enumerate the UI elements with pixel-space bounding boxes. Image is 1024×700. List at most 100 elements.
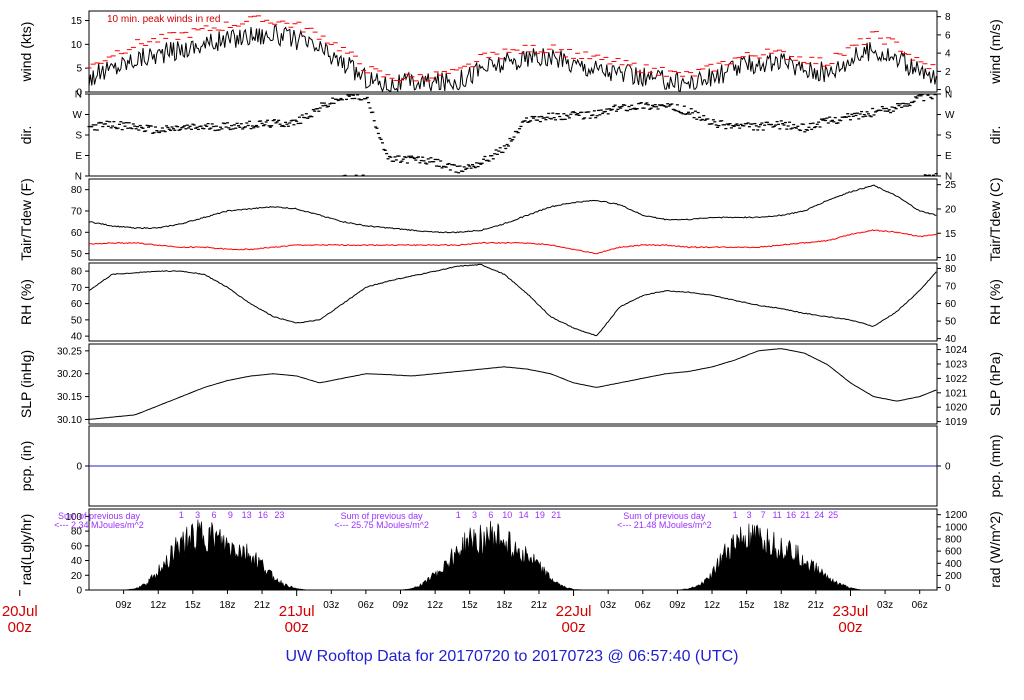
ylabel-left: rad(Lgly/hr): [18, 514, 34, 586]
xtick-label: 09z: [669, 600, 685, 611]
ytick-label-right: 8: [945, 12, 951, 23]
ytick-label-right: 0: [945, 85, 951, 96]
ytick-label-left: 80: [71, 267, 83, 278]
ytick-label-right: 15: [945, 229, 957, 240]
xtick-label: 06z: [635, 600, 651, 611]
ytick-label-right: 400: [945, 559, 962, 570]
panel-0: wind (kts) wind (m/s) 0 5 10 15 0 2 4 6 8 10 min. p…: [18, 10, 1003, 99]
radiation-sum-label: Sum of previous day: [58, 511, 141, 521]
xtick-label: 21z: [808, 600, 824, 611]
ylabel-right: Tair/Tdew (C): [987, 177, 1003, 261]
ytick-label-right: N: [945, 90, 952, 101]
ytick-label-left: 80: [71, 185, 83, 196]
ytick-label-left: 5: [76, 64, 82, 75]
xtick-label: 03z: [600, 600, 616, 611]
radiation-hour-label: 21: [551, 510, 561, 520]
ytick-label-right: 50: [945, 317, 957, 328]
xtick-label: 18z: [496, 600, 512, 611]
ytick-label-right: 60: [945, 299, 957, 310]
ytick-label-right: 600: [945, 547, 962, 558]
ytick-label-left: S: [75, 131, 82, 142]
panel-2: Tair/Tdew (F) Tair/Tdew (C) 50 60 70 80 10 15 20…: [18, 177, 1003, 264]
ytick-label-right: 0: [945, 462, 951, 473]
ylabel-right: SLP (hPa): [987, 352, 1003, 416]
ytick-label-right: 1021: [945, 388, 968, 399]
xtick-label: 03z: [323, 600, 339, 611]
ytick-label-left: W: [73, 110, 83, 121]
series-line-0: [88, 184, 937, 234]
peak-wind-annotation: 10 min. peak winds in red: [107, 14, 220, 25]
radiation-hour-label: 19: [535, 510, 545, 520]
series-line-0: [88, 24, 937, 93]
radiation-hour-label: 1: [456, 510, 461, 520]
ytick-label-right: 200: [945, 571, 962, 582]
ytick-label-left: 30.10: [57, 415, 82, 426]
ytick-label-left: 60: [71, 541, 83, 552]
day-label-hour: 00z: [838, 619, 862, 636]
ytick-label-right: W: [945, 110, 955, 121]
series-line-0: [89, 348, 937, 420]
xtick-label: 09z: [392, 600, 408, 611]
ytick-label-right: 20: [945, 204, 957, 215]
radiation-hour-label: 23: [274, 510, 284, 520]
xtick-label: 09z: [116, 600, 132, 611]
day-label-date: 21Jul: [279, 603, 315, 620]
ytick-label-left: 60: [71, 228, 83, 239]
radiation-hour-label: 10: [502, 510, 512, 520]
ytick-label-left: 60: [71, 299, 83, 310]
panel-frame: [88, 93, 938, 177]
ytick-label-left: E: [75, 151, 82, 162]
ylabel-right: RH (%): [987, 279, 1003, 325]
radiation-hour-label: 11: [772, 510, 781, 520]
radiation-hour-label: 1: [733, 510, 738, 520]
radiation-hour-label: 13: [242, 510, 252, 520]
xtick-label: 15z: [462, 600, 478, 611]
radiation-hour-label: 24: [814, 510, 824, 520]
ytick-label-left: 20: [71, 571, 83, 582]
ylabel-left: SLP (inHg): [18, 350, 34, 418]
xtick-label: 12z: [150, 600, 166, 611]
ylabel-left: Tair/Tdew (F): [18, 178, 34, 260]
radiation-hour-label: 9: [228, 510, 233, 520]
ylabel-left: RH (%): [18, 279, 34, 325]
panel-frame: [88, 10, 938, 93]
panel-frame: [88, 262, 938, 342]
panel-6: rad(Lgly/hr) rad (W/m^2)02040608010002004…: [18, 508, 1003, 597]
radiation-sum-value: <--- 25.75 MJoules/m^2: [334, 520, 429, 530]
xtick-label: 15z: [739, 600, 755, 611]
radiation-hour-label: 3: [195, 510, 200, 520]
day-label-hour: 00z: [8, 619, 32, 636]
ytick-label-left: 50: [71, 315, 83, 326]
ytick-label-left: 0: [76, 586, 82, 597]
xtick-label: 06z: [358, 600, 374, 611]
xtick-label: 18z: [219, 600, 235, 611]
day-label-date: 22Jul: [556, 603, 592, 620]
day-label-date: 20Jul: [2, 603, 38, 620]
panel-frame: [88, 343, 938, 425]
xtick-label: 21z: [254, 600, 270, 611]
ytick-label-left: 0: [76, 462, 82, 473]
ytick-label-left: 30.25: [57, 346, 82, 357]
radiation-hour-label: 6: [488, 510, 493, 520]
x-axis: 09z 12z 15z 18z 21z 03z 06z 09z 12z 15z 18z 21z 03z 0…: [2, 590, 928, 636]
radiation-hour-label: 3: [472, 510, 477, 520]
series-line-1: [88, 229, 937, 255]
ytick-label-right: 800: [945, 534, 962, 545]
radiation-hour-label: 3: [747, 510, 752, 520]
ylabel-left: pcp. (in): [18, 441, 34, 492]
xtick-label: 06z: [912, 600, 928, 611]
ytick-label-left: 0: [76, 88, 82, 99]
radiation-sum-value: <--- 21.48 MJoules/m^2: [617, 520, 712, 530]
radiation-hour-label: 25: [828, 510, 838, 520]
ytick-label-right: 70: [945, 282, 957, 293]
ytick-label-right: 1020: [945, 403, 968, 414]
ytick-label-left: N: [75, 90, 82, 101]
xtick-label: 12z: [704, 600, 720, 611]
ytick-label-left: 70: [71, 206, 83, 217]
ytick-label-right: 2: [945, 67, 951, 78]
radiation-hour-label: 16: [258, 510, 268, 520]
radiation-sum-value: <--- 2.34 MJoules/m^2: [54, 520, 144, 530]
radiation-hour-label: 16: [786, 510, 796, 520]
ytick-label-right: 1200: [945, 510, 968, 521]
radiation-hour-label: 1: [179, 510, 184, 520]
